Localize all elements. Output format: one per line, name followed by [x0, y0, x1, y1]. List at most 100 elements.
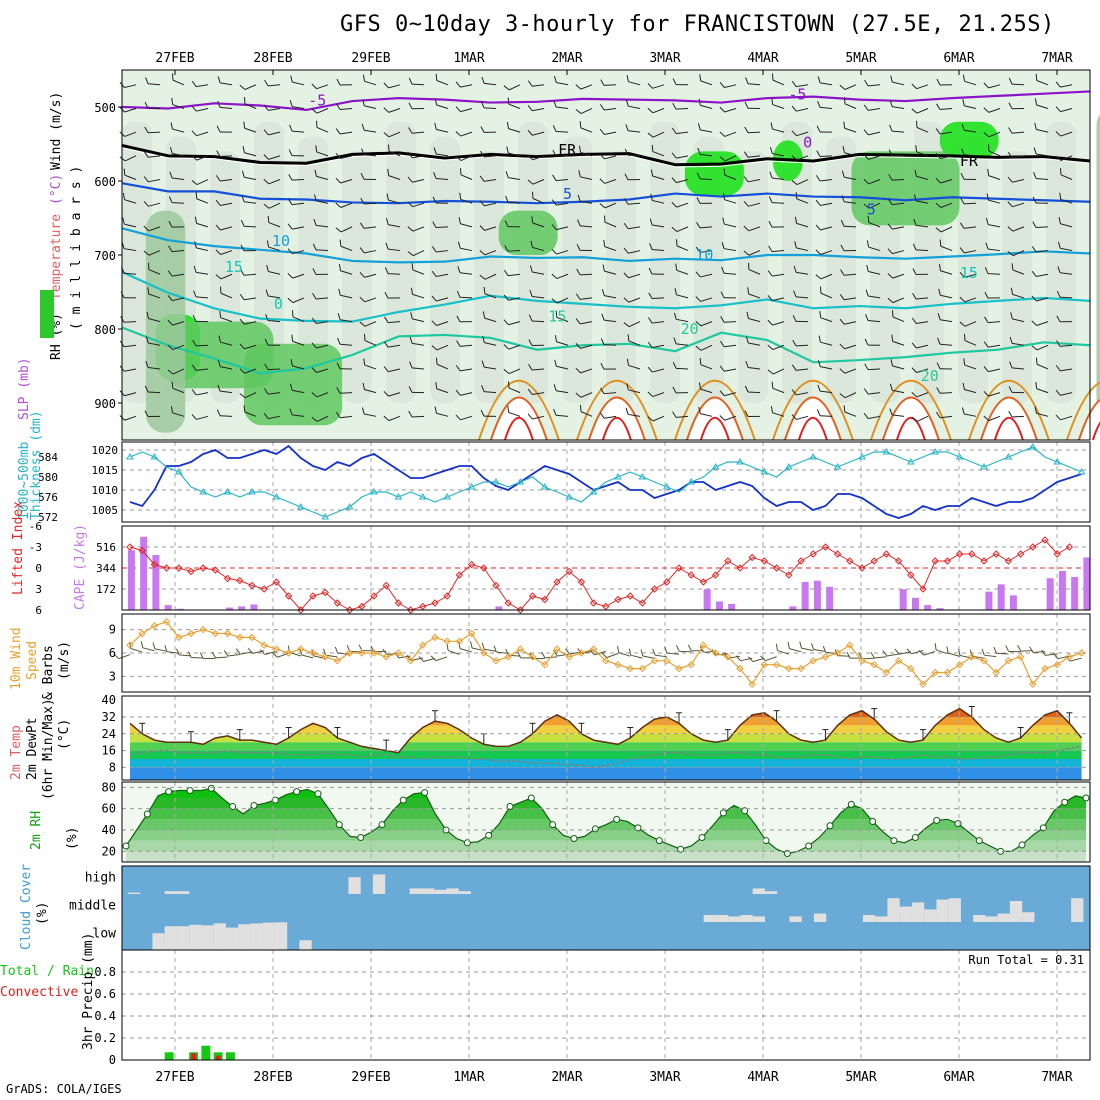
wind-barb [1055, 389, 1073, 396]
wind-barb [915, 145, 929, 157]
wind-barb-flag [887, 297, 894, 303]
wind-barb [384, 267, 401, 275]
wind-barb-shaft [1012, 367, 1025, 370]
wind-barb-shaft [244, 321, 257, 325]
wind-barb-shaft [892, 202, 905, 206]
rh-marker [1018, 841, 1026, 849]
wind-barb-shaft [1012, 342, 1025, 346]
wind-barb-shaft [988, 131, 1001, 138]
wind-barb-shaft [460, 174, 473, 180]
wind-barb-shaft [675, 367, 689, 370]
wind-barb-flag [480, 409, 485, 417]
wind-barb-flag [698, 98, 701, 106]
wind-barb-shaft [292, 316, 305, 323]
wind10m-barb [628, 648, 643, 659]
rh-marker [591, 825, 599, 833]
wind-barb-shaft [508, 273, 521, 277]
wind-barb [866, 264, 881, 275]
rh-marker [378, 821, 386, 829]
wind-barb-shaft [892, 81, 905, 86]
wind-barb-shaft [316, 321, 329, 324]
wind-barb-flag [746, 311, 749, 319]
wind-barb-shaft [796, 247, 809, 252]
wind-barb-flag [959, 321, 966, 327]
cloud-high-bar [764, 891, 778, 894]
wind-barb-flag [722, 217, 725, 225]
wind-barb-shaft [268, 179, 281, 185]
cape-bar [127, 550, 135, 610]
wind-barb [288, 149, 305, 157]
wind-barb [1007, 250, 1025, 257]
wind-barb [431, 344, 449, 351]
wind10m-barb-shaft [1069, 657, 1082, 662]
wind-barb-flag [890, 75, 893, 83]
wind-barb-shaft [724, 199, 737, 204]
wind10m-barb [787, 641, 802, 653]
wind-barb-shaft [1036, 250, 1049, 253]
isotherm-25 [673, 379, 756, 441]
wind-barb-flag [362, 74, 366, 82]
wind-barb-shaft [148, 318, 161, 323]
wind-speed-marker [785, 664, 793, 673]
wind-barb-shaft [292, 250, 305, 255]
wind-barb [623, 272, 641, 279]
wind-barb [791, 389, 809, 396]
temp-panel-frame [121, 695, 1091, 781]
wind-speed-marker [211, 629, 220, 638]
wind-barb-shaft [172, 273, 185, 277]
wind-barb [363, 358, 377, 370]
wind-barb-shaft [820, 366, 833, 370]
wind-barb [459, 192, 473, 204]
wind10m-barb-flag [822, 645, 827, 653]
wind-barb-shaft [268, 107, 281, 111]
isotherm-25 [477, 379, 560, 441]
wind-barb-shaft [700, 226, 713, 229]
wind-barb-shaft [364, 321, 377, 327]
wind-barb-shaft [292, 340, 305, 346]
wind-barb-shaft [219, 415, 233, 417]
wind-barb-flag [433, 147, 437, 155]
wind-barb-flag [527, 413, 533, 420]
wind-barb-flag [911, 392, 918, 398]
wind-barb-shaft [844, 176, 857, 181]
rh-shade [1046, 121, 1076, 404]
wind-barb-shaft [820, 250, 833, 255]
contour-label: -5 [788, 86, 806, 104]
wind-barb-shaft [748, 155, 761, 158]
wind10m-barb-flag [152, 642, 156, 650]
wind-barb-flag [959, 247, 965, 254]
wind-barb-flag [575, 367, 582, 374]
wind-barb-flag [647, 317, 653, 324]
wind10m-barb-shaft [935, 649, 948, 655]
thickness-marker [711, 463, 720, 470]
wind-barb-shaft [892, 414, 905, 417]
wind-speed-marker [833, 649, 842, 657]
wind-barb-flag [722, 192, 726, 200]
wind-speed-marker [138, 629, 146, 638]
wind-barb-shaft [484, 366, 497, 370]
wind-barb-shaft [172, 344, 185, 351]
thickness-tick-label: 584 [38, 451, 58, 464]
wind-barb-flag [144, 410, 149, 417]
wind-barb-flag [844, 97, 846, 104]
li-marker [211, 566, 220, 574]
wind-barb-flag [361, 123, 365, 131]
precip-title-1: Total / Rain [0, 964, 94, 979]
wind-barb-flag [242, 146, 245, 153]
wind10m-barb-shaft [227, 653, 240, 657]
wind-speed-marker [711, 649, 720, 657]
wind10m-barb-shaft [947, 652, 960, 657]
wind-barb-shaft [651, 297, 665, 300]
cape-bar [703, 589, 711, 610]
isotherm-35 [601, 417, 632, 441]
wind-barb-flag [455, 81, 461, 88]
date-label-top: 5MAR [845, 51, 876, 66]
wind-barb-flag [263, 412, 269, 419]
wind-barb [217, 101, 233, 109]
wind-barb [145, 336, 161, 346]
wind-barb-shaft [172, 104, 185, 109]
wind-barb [819, 310, 833, 323]
wind-barb-shaft [436, 80, 449, 86]
cape-tick-label: 516 [96, 541, 116, 554]
wind-barb-flag [483, 286, 486, 294]
